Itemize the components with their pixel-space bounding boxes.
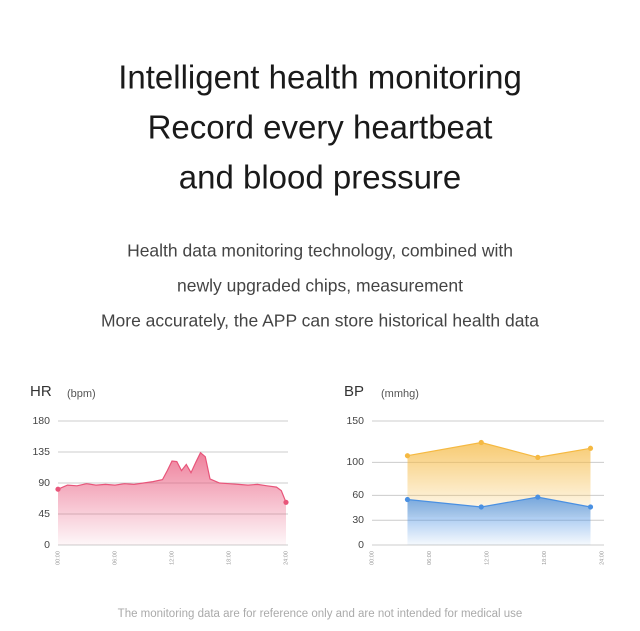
x-tick-label: 06:00 [427, 551, 433, 565]
point [478, 439, 484, 446]
point [478, 504, 484, 510]
y-tick-label: 180 [32, 415, 50, 427]
y-axis-label: BP [344, 383, 364, 400]
x-tick-label: 24:00 [599, 551, 605, 565]
point [404, 496, 411, 503]
y-axis-unit: (bpm) [67, 388, 96, 400]
line [407, 441, 591, 459]
x-tick-label: 18:00 [226, 551, 232, 565]
area-fill [58, 452, 286, 545]
x-tick-label: 12:00 [169, 551, 175, 565]
headline: and blood pressure [179, 159, 462, 196]
point [404, 453, 411, 459]
point [587, 445, 594, 451]
y-tick-label: 30 [352, 514, 364, 526]
area-fill [407, 497, 591, 545]
x-tick-label: 00:00 [55, 551, 61, 565]
y-axis-unit: (mmhg) [381, 388, 419, 400]
x-tick-label: 12:00 [484, 551, 490, 565]
y-tick-label: 100 [346, 456, 364, 468]
x-tick-label: 24:00 [283, 551, 289, 565]
y-tick-label: 0 [44, 539, 50, 551]
point [535, 494, 541, 500]
point [535, 454, 541, 460]
y-tick-label: 0 [358, 539, 364, 551]
x-tick-label: 00:00 [369, 551, 375, 565]
subtitle: newly upgraded chips, measurement [177, 276, 463, 296]
subtitle: More accurately, the APP can store histo… [101, 311, 539, 331]
y-tick-label: 150 [346, 415, 364, 427]
x-tick-label: 06:00 [112, 551, 118, 565]
y-tick-label: 90 [38, 477, 50, 489]
x-tick-label: 18:00 [542, 551, 548, 565]
subtitle: Health data monitoring technology, combi… [127, 241, 513, 261]
point [283, 499, 289, 505]
headline: Intelligent health monitoring [118, 59, 522, 96]
point [55, 486, 61, 492]
headline: Record every heartbeat [148, 109, 493, 146]
disclaimer: The monitoring data are for reference on… [118, 608, 523, 620]
line [57, 451, 287, 503]
y-axis-label: HR [30, 383, 52, 400]
y-tick-label: 135 [32, 446, 50, 458]
point [587, 504, 594, 510]
y-tick-label: 60 [352, 489, 364, 501]
y-tick-label: 45 [38, 508, 50, 520]
line [407, 496, 591, 508]
